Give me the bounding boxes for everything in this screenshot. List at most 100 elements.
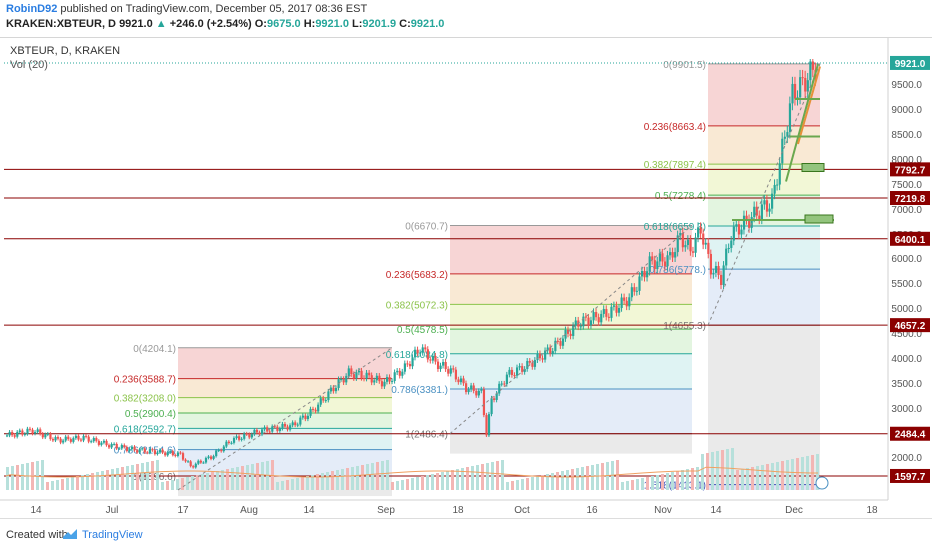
candle-body [156,452,159,455]
volume-bar [716,451,719,490]
candle-body [401,371,404,376]
time-tick-label: 16 [586,505,598,516]
candle-body [347,368,350,376]
candle-body [567,329,570,334]
volume-bar [476,465,479,490]
volume-bar [306,476,309,490]
support-zone-box [804,214,834,224]
time-tick-label: Sep [377,505,395,516]
candle-body [707,242,710,254]
volume-bar [491,462,494,490]
candle-body [694,237,697,253]
candle-body [380,381,384,387]
candle-body [34,431,37,434]
candle-body [740,229,743,235]
fib-level-label: 0.618(6659.3) [644,222,706,233]
candle-body [508,369,511,375]
candle-body [699,227,702,234]
candle-body [266,427,269,432]
close-label: C: [399,18,411,30]
chart-area[interactable]: 0(4204.1) 0.236(3588.7) 0.382(3208.0) 0.5(2… [0,37,932,518]
volume-bar [721,450,724,490]
up-arrow-icon: ▲ [155,18,167,30]
candle-body [299,417,302,425]
candle-body [57,437,60,439]
price-tick-label: 4500.0 [891,329,922,340]
volume-bar [381,461,384,490]
publish-line: RobinD92 published on TradingView.com, D… [6,3,367,15]
time-tick-label: Nov [654,505,672,516]
candle-body [725,248,728,266]
candle-body [87,436,90,442]
volume-bar [536,476,539,490]
fib-level-label: 0.786(5778.) [649,265,706,276]
candle-body [791,83,794,104]
candle-body [164,452,167,456]
volume-bar [511,481,514,490]
candle-body [184,459,187,462]
volume-bar [371,463,374,490]
candle-body [324,400,327,402]
candle-body [363,377,366,379]
volume-bar [151,461,154,490]
volume-bar [301,477,304,490]
price-tick-label: 4000.0 [891,354,922,365]
candle-body [258,432,261,435]
resistance-zone-box [801,163,825,172]
volume-bar [186,477,189,490]
volume-bar [11,466,14,490]
volume-bar [76,476,79,490]
volume-bar [701,454,704,490]
candle-body [605,309,608,317]
volume-bar [121,467,124,490]
volume-bar [431,474,434,490]
candle-body [230,442,233,444]
volume-bar [166,481,169,490]
candle-body [799,77,802,98]
candle-body [434,355,437,362]
candle-body [449,368,452,374]
last-price: 9921.0 [119,18,153,30]
candle-body [118,448,121,450]
volume-bar [661,474,664,490]
price-chart[interactable]: 0(4204.1) 0.236(3588.7) 0.382(3208.0) 0.5(2… [0,38,932,518]
candle-body [105,440,108,446]
candle-body [273,426,276,428]
candle-body [584,316,588,318]
candle-body [561,338,565,346]
candle-body [763,200,766,205]
candle-body [681,233,684,248]
volume-bar [686,469,689,490]
candle-body [783,136,786,139]
volume-bar [391,482,394,490]
candle-body [684,245,687,248]
volume-bar [761,465,764,490]
volume-bar [601,463,604,490]
candle-body [304,415,307,420]
volume-bar [26,463,29,490]
author-link[interactable]: RobinD92 [6,3,58,15]
candle-body [750,217,753,228]
volume-bar [376,462,379,490]
candle-body [554,340,557,352]
tradingview-link[interactable]: TradingView [82,529,143,541]
time-tick-label: 14 [303,505,315,516]
candle-body [500,383,503,385]
candle-body [454,369,457,380]
candle-body [123,445,126,448]
candle-body [442,361,445,366]
candle-body [62,440,65,443]
candle-body [82,435,85,441]
volume-bar [221,470,224,490]
candle-body [702,233,705,245]
high-label: H: [303,18,316,30]
volume-bar [206,473,209,490]
candle-body [788,103,792,133]
fib-band [708,125,820,165]
volume-bar [756,466,759,490]
candle-body [643,270,646,278]
candle-body [459,378,463,383]
fib-level-label: 0(6670.7) [405,221,448,232]
volume-bar [596,464,599,490]
fib-band [450,388,692,434]
